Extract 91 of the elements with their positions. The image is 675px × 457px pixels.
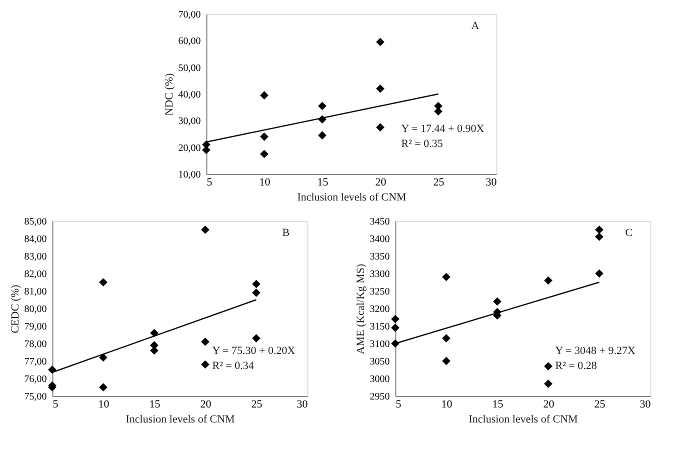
x-tick-label: 20 (375, 176, 387, 188)
point (201, 338, 210, 346)
annotation: Y = 17.44 + 0.90X (401, 123, 484, 135)
point (376, 84, 384, 93)
point (252, 288, 260, 297)
y-tick-label: 50,00 (178, 62, 201, 74)
y-tick-label: 20,00 (178, 142, 201, 154)
x-tick-label: 5 (396, 398, 402, 410)
y-tick-label: 3300 (370, 269, 390, 280)
y-tick-label: 75,00 (24, 392, 47, 402)
point (595, 269, 604, 278)
point (201, 226, 210, 234)
annotation: A (471, 20, 480, 32)
y-axis-title: AME (Kcal/Kg MS) (354, 263, 367, 354)
y-tick-label: 30,00 (178, 116, 201, 128)
y-tick-label: 2950 (370, 392, 390, 402)
x-tick-label: 25 (594, 398, 606, 410)
x-tick-label: 25 (433, 176, 445, 188)
y-tick-label: 3100 (370, 339, 390, 350)
y-tick-label: 70,00 (178, 10, 201, 20)
point (260, 150, 268, 158)
x-tick-label: 10 (259, 176, 271, 188)
y-tick-label: 10,00 (178, 170, 201, 180)
annotation: Y = 75.30 + 0.20X (212, 345, 296, 357)
x-tick-label: 10 (98, 398, 110, 410)
x-axis-title: Inclusion levels of CNM (468, 414, 578, 426)
y-tick-label: 76,00 (24, 374, 47, 385)
y-axis-title: CEDC (%) (9, 284, 22, 334)
annotation: B (282, 227, 290, 239)
y-tick-label: 3050 (370, 356, 390, 368)
point (260, 91, 268, 100)
point (544, 276, 552, 285)
x-tick-label: 30 (640, 398, 652, 410)
annotation: C (625, 227, 633, 239)
point (391, 324, 400, 332)
point (442, 334, 450, 342)
point (48, 366, 56, 374)
point (260, 132, 268, 141)
y-tick-label: 84,00 (24, 234, 47, 245)
x-tick-label: 20 (543, 398, 555, 410)
y-tick-label: 78,00 (24, 339, 47, 350)
point (376, 123, 384, 132)
y-tick-label: 79,00 (24, 322, 47, 332)
y-tick-label: 3150 (370, 322, 390, 332)
x-tick-label: 5 (206, 176, 213, 188)
x-tick-label: 10 (441, 398, 453, 410)
y-tick-label: 3450 (370, 216, 390, 228)
y-tick-label: 3200 (370, 304, 390, 315)
annotation: R² = 0.35 (401, 138, 444, 150)
x-tick-label: 15 (317, 176, 329, 188)
y-axis-title: NDC (%) (163, 72, 176, 116)
y-tick-label: 3400 (370, 234, 390, 245)
point (99, 383, 108, 392)
point (544, 362, 552, 370)
point (595, 232, 604, 241)
y-tick-label: 80,00 (24, 304, 47, 315)
point (442, 356, 450, 366)
point (376, 38, 384, 46)
annotation: R² = 0.34 (212, 360, 254, 372)
y-tick-label: 85,00 (24, 216, 47, 228)
point (252, 280, 260, 288)
point (318, 102, 326, 110)
y-tick-label: 3000 (370, 374, 390, 385)
y-tick-label: 77,00 (24, 356, 47, 368)
point (391, 314, 400, 324)
annotation: R² = 0.28 (555, 360, 598, 372)
point (544, 380, 552, 388)
x-tick-label: 30 (296, 398, 308, 410)
x-tick-label: 25 (251, 398, 263, 410)
point (201, 360, 210, 369)
x-tick-label: 30 (486, 176, 498, 188)
y-tick-label: 81,00 (24, 286, 47, 298)
y-tick-label: 40,00 (178, 90, 201, 100)
point (442, 272, 450, 282)
x-axis-title: Inclusion levels of CNM (297, 192, 406, 204)
point (99, 278, 108, 286)
point (318, 131, 326, 140)
point (252, 334, 260, 342)
y-tick-label: 83,00 (24, 252, 47, 262)
y-tick-label: 3250 (370, 286, 390, 298)
y-tick-label: 82,00 (24, 269, 47, 280)
annotation: Y = 3048 + 9.27X (555, 345, 636, 357)
x-tick-label: 15 (492, 398, 504, 410)
x-tick-label: 20 (200, 398, 212, 410)
y-tick-label: 60,00 (178, 36, 201, 48)
x-tick-label: 15 (149, 398, 161, 410)
point (595, 226, 604, 234)
x-tick-label: 5 (52, 398, 59, 410)
point (493, 297, 502, 306)
y-tick-label: 3350 (370, 252, 390, 262)
x-axis-title: Inclusion levels of CNM (126, 414, 235, 426)
